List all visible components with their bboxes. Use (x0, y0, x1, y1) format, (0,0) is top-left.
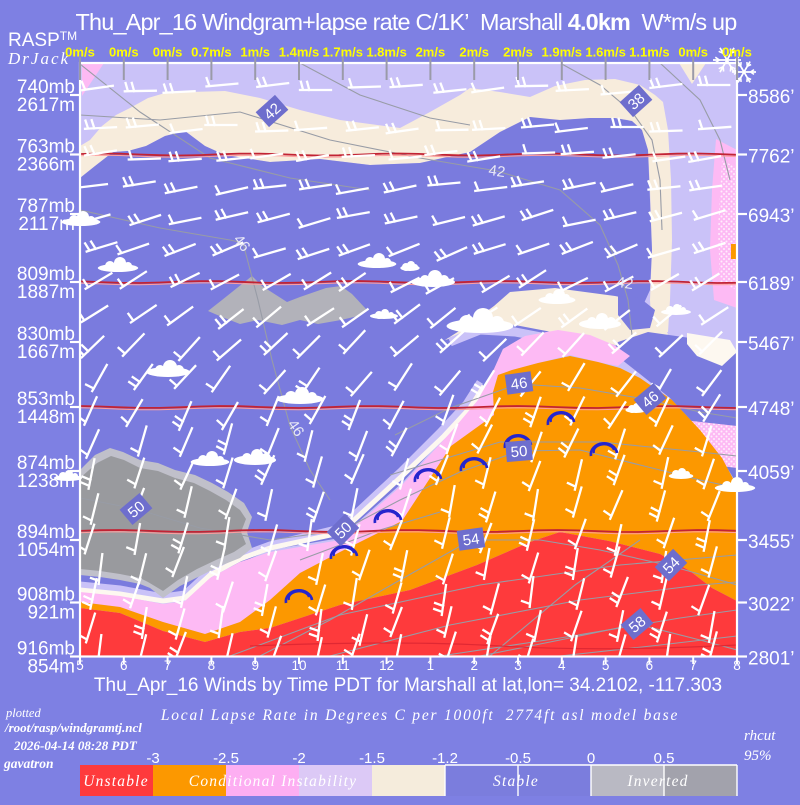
svg-text:5: 5 (76, 658, 84, 673)
svg-text:7: 7 (689, 658, 697, 673)
svg-text:-2: -2 (292, 750, 305, 767)
svg-text:2: 2 (470, 658, 478, 673)
svg-text:5467’: 5467’ (748, 334, 795, 355)
svg-text:Stable: Stable (493, 773, 539, 790)
svg-text:1.8m/s: 1.8m/s (366, 45, 406, 60)
svg-text:12: 12 (379, 658, 394, 673)
svg-text:42: 42 (615, 274, 634, 293)
svg-text:42: 42 (487, 162, 506, 181)
svg-text:1667m: 1667m (17, 342, 75, 363)
svg-text:50: 50 (510, 443, 528, 461)
svg-text:8: 8 (208, 658, 216, 673)
svg-text:0m/s: 0m/s (722, 45, 752, 60)
svg-text:46: 46 (510, 374, 529, 393)
svg-text:-3: -3 (146, 750, 159, 767)
svg-text:Unstable: Unstable (83, 773, 149, 790)
svg-text:0m/s: 0m/s (109, 45, 139, 60)
svg-text:3: 3 (514, 658, 522, 673)
svg-text:2m/s: 2m/s (503, 45, 533, 60)
svg-text:1.7m/s: 1.7m/s (323, 45, 363, 60)
svg-text:854m: 854m (27, 657, 75, 678)
svg-text:1.4m/s: 1.4m/s (279, 45, 319, 60)
svg-text:8586’: 8586’ (748, 87, 795, 108)
svg-text:2026-04-14 08:28 PDT: 2026-04-14 08:28 PDT (13, 738, 138, 753)
svg-text:4748’: 4748’ (748, 399, 795, 420)
svg-text:2801’: 2801’ (748, 649, 795, 670)
svg-text:Thu_Apr_16 Windgram+lapse rate: Thu_Apr_16 Windgram+lapse rate C/1K’ Mar… (76, 9, 738, 35)
svg-text:DrJack: DrJack (7, 49, 70, 68)
svg-text:1.9m/s: 1.9m/s (542, 45, 582, 60)
svg-text:6943’: 6943’ (748, 206, 795, 227)
svg-text:3455’: 3455’ (748, 532, 795, 553)
svg-text:2117m: 2117m (18, 214, 75, 235)
svg-text:7: 7 (164, 658, 172, 673)
svg-text:-2.5: -2.5 (213, 750, 239, 767)
svg-text:6: 6 (646, 658, 654, 673)
svg-text:4: 4 (558, 658, 566, 673)
svg-text:plotted: plotted (5, 706, 41, 720)
svg-text:1448m: 1448m (17, 407, 75, 428)
svg-text:4059’: 4059’ (748, 463, 795, 484)
svg-text:6: 6 (120, 658, 128, 673)
svg-text:2366m: 2366m (17, 155, 75, 176)
svg-text:6189’: 6189’ (748, 274, 795, 295)
svg-text:9: 9 (251, 658, 259, 673)
svg-text:Conditional Instability: Conditional Instability (189, 773, 357, 790)
svg-text:0m/s: 0m/s (678, 45, 708, 60)
svg-text:0m/s: 0m/s (65, 45, 95, 60)
svg-text:-1.5: -1.5 (359, 750, 385, 767)
svg-text:1m/s: 1m/s (240, 45, 270, 60)
svg-text:1.1m/s: 1.1m/s (629, 45, 669, 60)
svg-text:2m/s: 2m/s (459, 45, 489, 60)
svg-text:gavatron: gavatron (3, 756, 54, 771)
svg-text:Thu_Apr_16 Winds by Time PDT f: Thu_Apr_16 Winds by Time PDT for Marshal… (94, 675, 722, 696)
svg-text:2m/s: 2m/s (416, 45, 446, 60)
svg-text:1238m: 1238m (17, 471, 75, 492)
svg-text:2617m: 2617m (17, 95, 75, 116)
svg-text:54: 54 (462, 530, 481, 549)
svg-text:5: 5 (602, 658, 610, 673)
svg-text:1054m: 1054m (17, 540, 75, 561)
svg-text:10: 10 (291, 658, 306, 673)
svg-text:3022’: 3022’ (748, 595, 795, 616)
svg-text:8: 8 (733, 658, 741, 673)
svg-text:11: 11 (336, 658, 350, 673)
svg-text:rhcut: rhcut (744, 728, 776, 744)
svg-text:1887m: 1887m (17, 282, 75, 303)
svg-text:1.6m/s: 1.6m/s (585, 45, 625, 60)
svg-text:921m: 921m (27, 603, 75, 624)
svg-text:1: 1 (427, 658, 435, 673)
svg-text:95%: 95% (744, 748, 772, 764)
svg-text:Inverted: Inverted (626, 773, 688, 790)
svg-text:0.7m/s: 0.7m/s (191, 45, 231, 60)
svg-text:7762’: 7762’ (748, 147, 795, 168)
svg-text:/root/rasp/windgramtj.ncl: /root/rasp/windgramtj.ncl (4, 720, 142, 735)
svg-text:Local Lapse Rate in Degrees C: Local Lapse Rate in Degrees C per 1000ft… (160, 707, 679, 724)
svg-text:0m/s: 0m/s (153, 45, 183, 60)
